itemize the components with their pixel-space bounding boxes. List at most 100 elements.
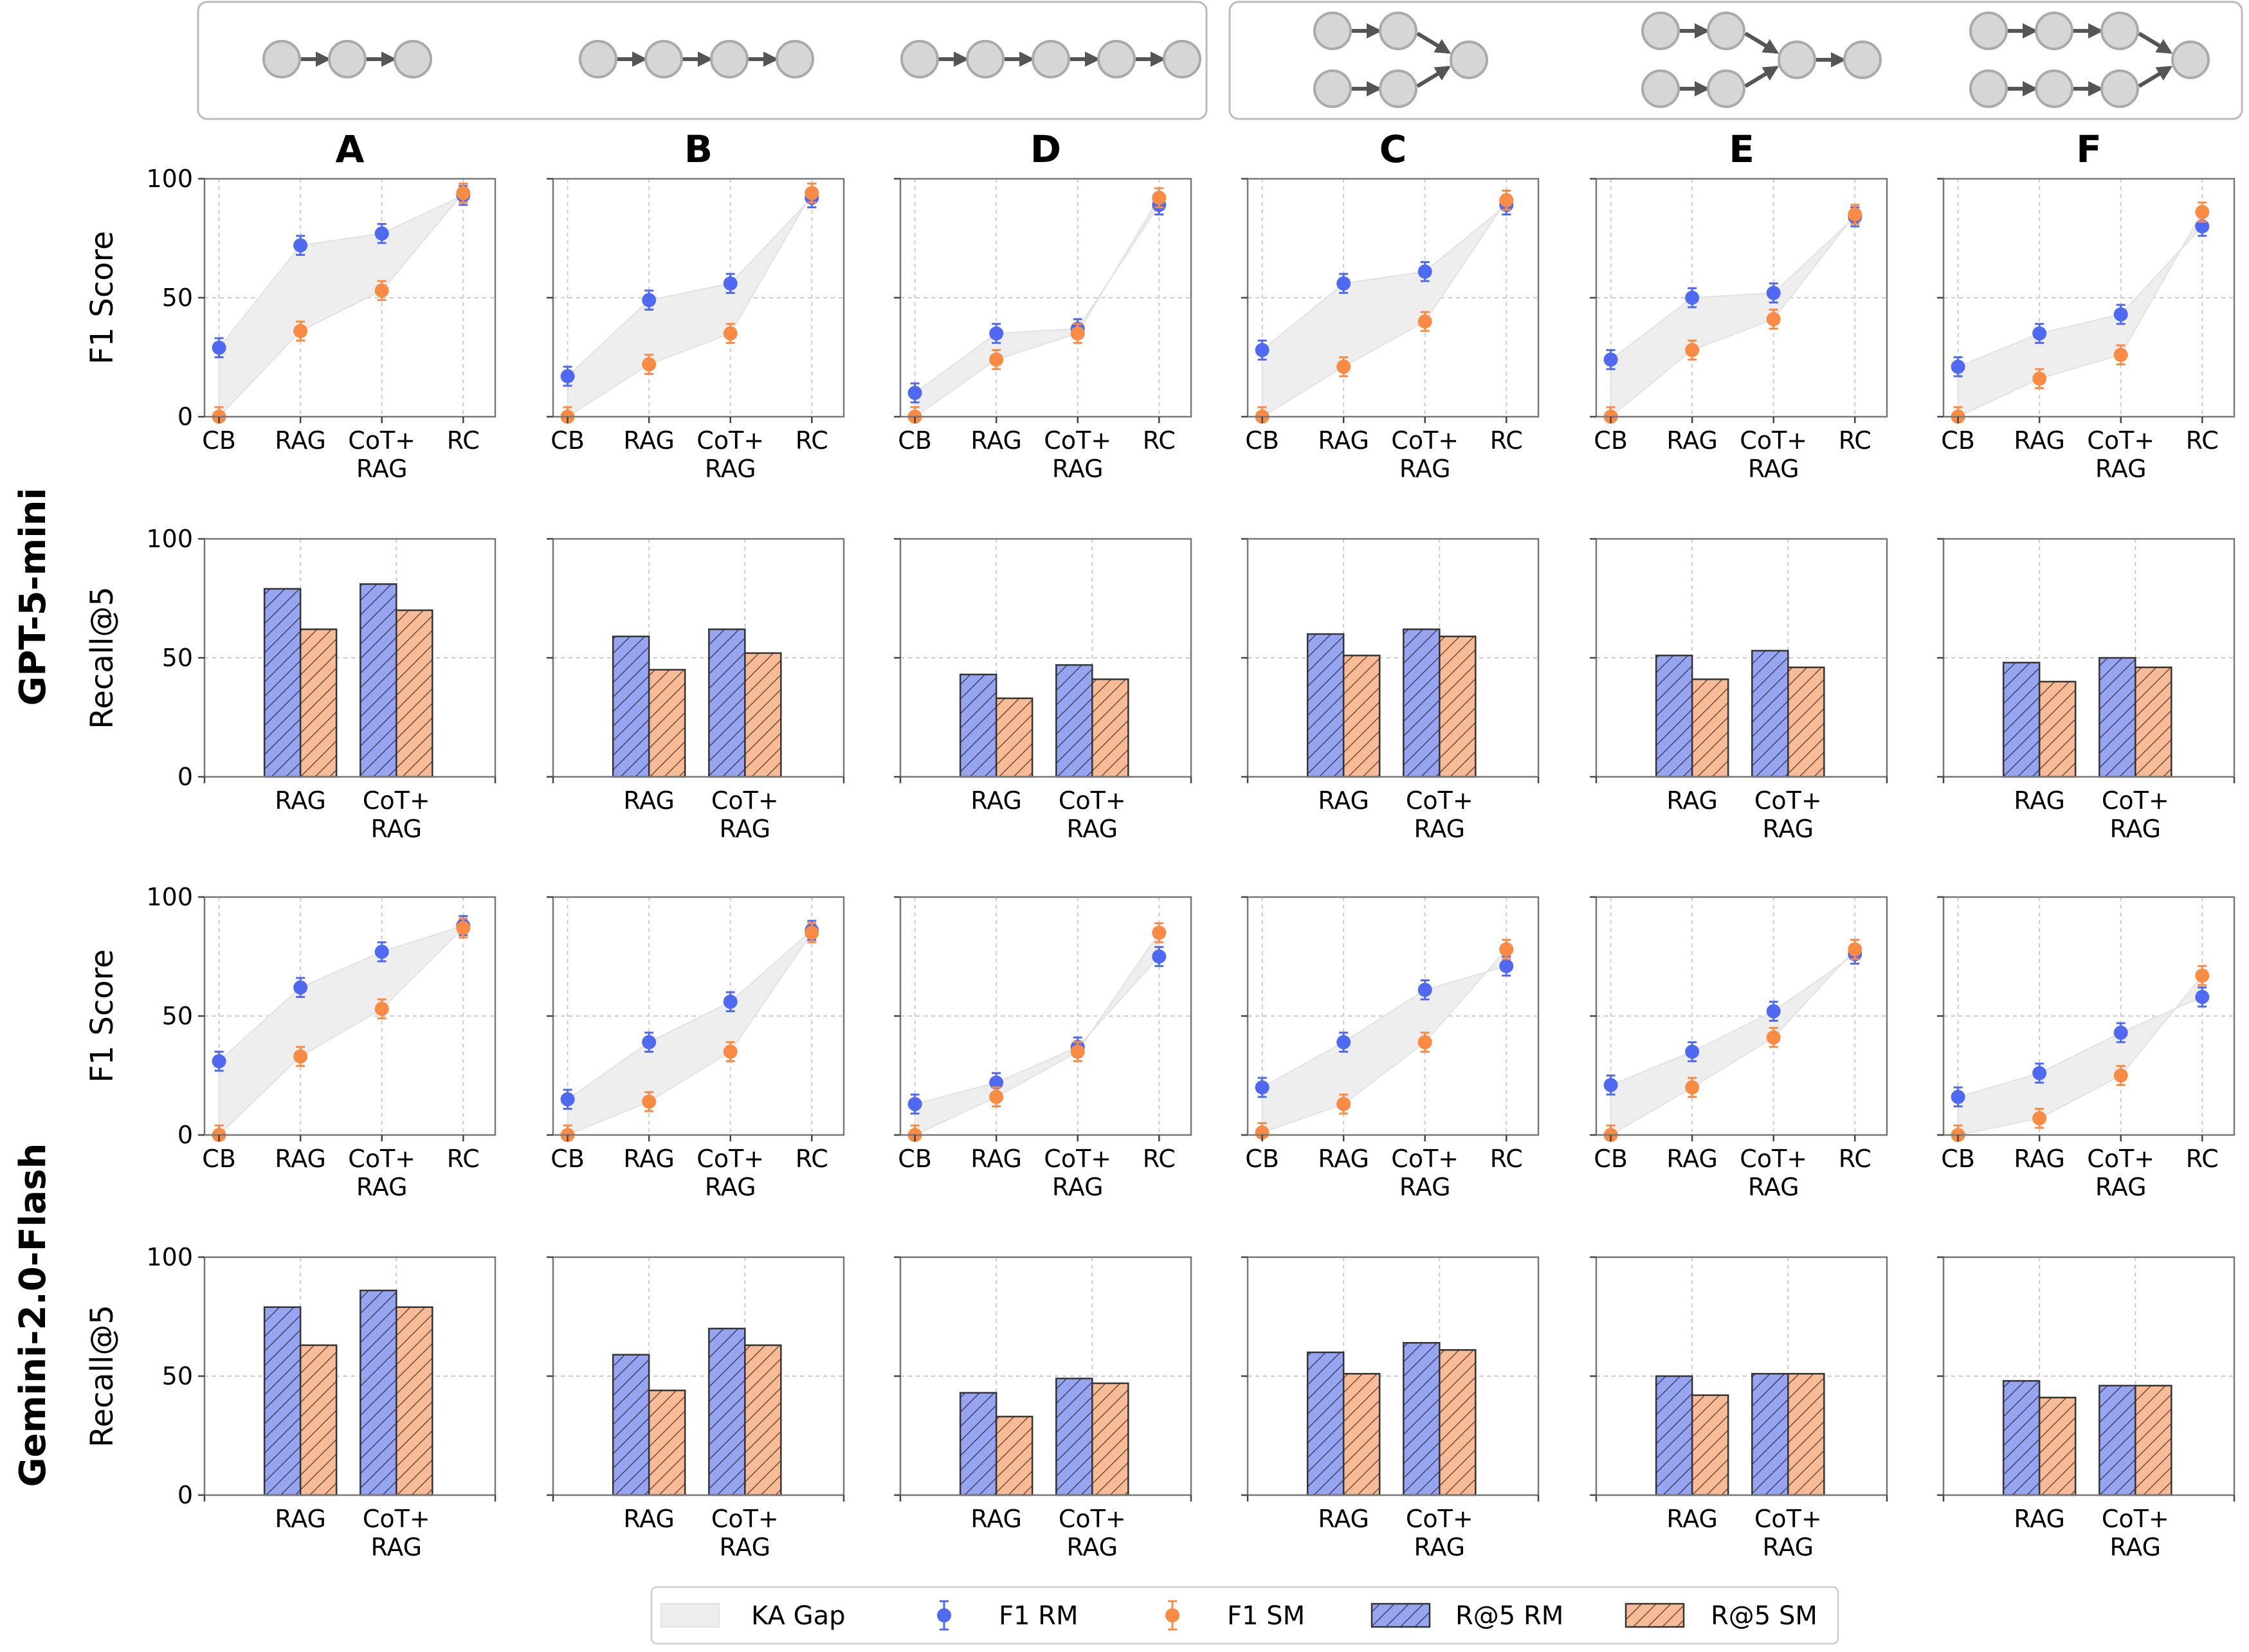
x-tick-label: RAG	[1066, 815, 1118, 843]
r5-rm-bar	[708, 628, 746, 778]
x-tick-label: CB	[202, 1145, 236, 1173]
r5-rm-bar	[708, 1327, 746, 1496]
graph-node	[644, 40, 683, 78]
x-tick-label: RAG	[1748, 455, 1799, 483]
graph-node	[2035, 12, 2073, 50]
f1-rm-point	[2195, 990, 2210, 1004]
y-tick-label: 100	[146, 1243, 193, 1271]
x-tick-label: RC	[1490, 426, 1523, 455]
x-tick-label: RAG	[2014, 1145, 2065, 1173]
f1-sm-point	[2113, 1068, 2128, 1083]
y-tick-label: 0	[178, 1121, 193, 1149]
graph-node	[1641, 12, 1680, 50]
y-axis-label: Recall@5	[84, 586, 120, 729]
x-tick-label: RC	[2186, 426, 2219, 455]
panel-recall-F-Gemini-2.0-Flash: RAG CoT+RAG	[1937, 1256, 2235, 1561]
x-tick-label: RAG	[1762, 815, 1814, 843]
r5-sm-bar	[744, 652, 782, 778]
graph-node	[1843, 41, 1882, 79]
x-tick-label: RAG	[1399, 1173, 1451, 1201]
r5-sm-bar	[1787, 666, 1825, 778]
r5-rm-bar	[263, 588, 302, 778]
f1-rm-point	[642, 293, 657, 307]
f1-sm-point	[2032, 371, 2047, 386]
row-title-group: Gemini-2.0-Flash	[12, 1143, 54, 1487]
x-tick-label: CoT+	[1406, 786, 1473, 815]
f1-sm-point	[1152, 925, 1167, 940]
x-tick-label: CoT+	[1754, 1505, 1822, 1533]
x-tick-label: RAG	[1066, 1533, 1118, 1561]
x-tick-label: RAG	[1318, 1145, 1369, 1173]
f1-rm-point	[1499, 959, 1514, 974]
y-tick-label: 100	[146, 525, 193, 553]
r5-rm-bar	[2099, 1384, 2136, 1496]
r5-sm-bar	[1091, 1382, 1129, 1496]
x-tick-label: CoT+	[363, 1505, 430, 1533]
legend: KA Gap F1 RM F1 SM R@5 RM R@5 SM	[650, 1586, 1839, 1645]
r5-sm-bar	[2038, 680, 2077, 778]
x-tick-label: RAG	[719, 815, 770, 843]
f1-rm-point	[907, 1096, 922, 1111]
r5-rm-bar	[1306, 1351, 1345, 1496]
ka-gap-area	[1957, 210, 2203, 418]
r5-sm-bar	[995, 697, 1033, 778]
y-tick-label: 50	[162, 1362, 193, 1390]
x-tick-label: RAG	[970, 426, 1022, 455]
f1-sm-point	[1336, 359, 1351, 374]
x-tick-label: RAG	[356, 455, 408, 483]
graph-node	[1969, 12, 2008, 50]
x-tick-label: CoT+	[1406, 1505, 1473, 1533]
graph-node	[900, 40, 939, 78]
x-tick-label: RC	[1839, 1145, 1871, 1173]
r5-sm-bar	[1439, 1349, 1477, 1496]
x-tick-label: CoT+	[348, 426, 415, 455]
legend-f1-sm-marker	[1165, 1608, 1179, 1622]
f1-sm-point	[1848, 942, 1862, 957]
x-tick-label: RAG	[1666, 786, 1718, 815]
x-tick-label: RC	[2186, 1145, 2219, 1173]
f1-sm-point	[456, 921, 471, 936]
graph-node	[2100, 69, 2139, 108]
r5-sm-bar	[1091, 678, 1129, 778]
x-tick-label: CB	[551, 426, 585, 455]
f1-sm-point	[1685, 1080, 1700, 1094]
r5-sm-bar	[1439, 635, 1477, 778]
graph-node	[262, 40, 301, 78]
f1-sm-point	[2195, 204, 2210, 219]
f1-rm-point	[1417, 983, 1432, 997]
y-axis-label: F1 Score	[84, 949, 120, 1083]
graph-node	[1379, 69, 1417, 108]
ka-gap-area	[567, 929, 813, 1136]
r5-rm-bar	[612, 635, 650, 778]
x-tick-label: CoT+	[1059, 1505, 1126, 1533]
graph-node	[2171, 41, 2210, 79]
f1-rm-point	[1603, 1078, 1618, 1093]
graph-node	[1450, 41, 1488, 79]
x-tick-label: RAG	[1666, 1145, 1718, 1173]
row-title-group: GPT-5-mini	[12, 487, 54, 705]
f1-rm-point	[1951, 1089, 1965, 1104]
f1-sm-point	[2113, 347, 2128, 362]
x-tick-label: RAG	[275, 1505, 326, 1533]
f1-rm-point	[1152, 949, 1167, 964]
f1-rm-point	[2032, 326, 2047, 341]
f1-rm-point	[2113, 307, 2128, 322]
f1-sm-point	[642, 1094, 657, 1109]
f1-rm-point	[212, 340, 226, 355]
f1-rm-point	[1336, 276, 1351, 291]
x-tick-label: CoT+	[697, 1145, 764, 1173]
x-tick-label: CB	[898, 426, 932, 455]
x-tick-label: CoT+	[1391, 1145, 1459, 1173]
x-tick-label: CoT+	[1740, 426, 1807, 455]
r5-sm-bar	[299, 628, 338, 778]
x-tick-label: RAG	[1762, 1533, 1814, 1561]
x-tick-label: CB	[1245, 1145, 1279, 1173]
graph-node	[1641, 69, 1680, 108]
x-tick-label: CoT+	[2102, 786, 2169, 815]
f1-rm-point	[1336, 1035, 1351, 1049]
